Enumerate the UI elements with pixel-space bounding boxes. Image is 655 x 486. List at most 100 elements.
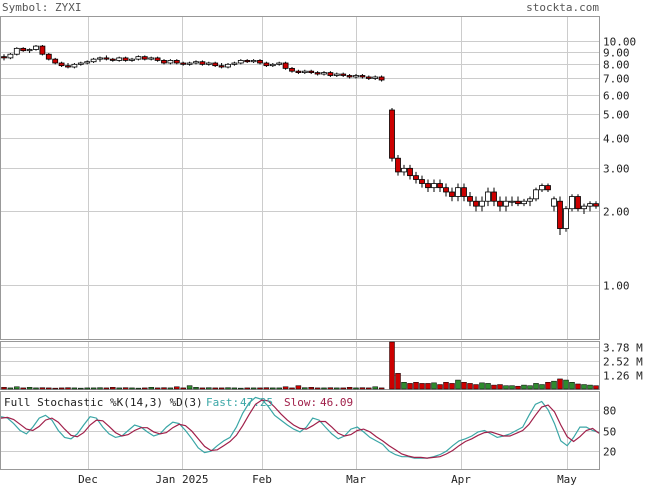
volume-bar [289, 387, 295, 390]
volume-bar [161, 387, 167, 390]
volume-bar [180, 387, 186, 390]
volume-bar [110, 387, 116, 390]
volume-bar [455, 379, 461, 390]
stochastic-lines [0, 396, 600, 459]
candle-body [509, 200, 515, 203]
candle-body [515, 200, 521, 205]
candle-body [289, 67, 295, 72]
volume-bar [302, 387, 308, 390]
candle-body [1, 56, 7, 59]
candle-body [333, 73, 340, 76]
candle-body [263, 62, 270, 67]
candle-body [26, 49, 33, 52]
candle-body [109, 58, 116, 61]
candle-body [378, 76, 385, 81]
volume-bar [206, 387, 212, 390]
volume-bar [14, 386, 20, 390]
volume-bar [413, 382, 419, 390]
volume-bar [231, 387, 238, 390]
volume-bar [193, 387, 199, 390]
candle-body [419, 179, 425, 184]
month-tick-label: May [557, 473, 577, 486]
volume-bar [65, 387, 71, 390]
volume-bar [263, 387, 270, 390]
candle-body [491, 191, 497, 202]
candle-body [33, 45, 39, 50]
candle-body [129, 58, 135, 61]
volume-bar [557, 378, 563, 390]
volume-bar [563, 379, 569, 390]
candle-body [231, 62, 238, 65]
volume-bar [539, 384, 545, 390]
volume-bar [340, 387, 346, 390]
candle-body [225, 63, 231, 68]
volume-bar [238, 387, 244, 390]
candle-body [84, 61, 91, 64]
volume-bar [257, 387, 263, 390]
volume-bar [425, 383, 431, 390]
candle-body [539, 185, 545, 191]
volume-bar [401, 382, 407, 390]
candle-body [437, 183, 443, 189]
candle-body [301, 70, 308, 73]
candle-body [327, 72, 334, 76]
volume-bar [142, 387, 148, 390]
candle-body [533, 189, 539, 200]
candle-body [575, 196, 581, 210]
volume-bar [473, 384, 479, 390]
volume-bar [212, 387, 218, 390]
candle-body [218, 65, 225, 68]
volume-bar [46, 387, 52, 390]
volume-bar [7, 387, 14, 390]
volume-bar [378, 387, 385, 390]
volume-bar [33, 387, 39, 390]
volume-bar [389, 341, 395, 390]
symbol-label: Symbol: ZYXI [2, 1, 81, 14]
volume-bar [479, 382, 485, 390]
candle-body [425, 183, 431, 189]
candle-body [359, 75, 366, 78]
volume-bar [515, 385, 521, 390]
price-tick-label: 10.00 [603, 36, 636, 49]
price-tick-label: 1.00 [603, 280, 630, 293]
volume-bar [521, 384, 527, 390]
volume-bar [295, 385, 302, 390]
candle-body [443, 187, 449, 193]
candle-body [52, 58, 59, 64]
volume-bar [276, 387, 282, 390]
slow-label: Slow: [284, 396, 317, 409]
candle-body [244, 60, 251, 63]
candle-body [314, 72, 321, 75]
volume-bar [58, 387, 65, 390]
candle-body [353, 75, 359, 78]
candle-body [431, 183, 437, 189]
candle-body [581, 205, 587, 210]
volume-bar [407, 383, 413, 390]
volume-bar [366, 387, 372, 390]
month-tick-label: Feb [252, 473, 272, 486]
volume-tick-label: 1.26 M [603, 370, 643, 383]
candle-body [545, 185, 551, 191]
volume-bar [308, 387, 314, 390]
volume-bar [122, 387, 129, 390]
fast-value: 47.25 [240, 396, 273, 409]
candle-body [199, 61, 206, 65]
volume-bar [167, 387, 174, 390]
axis-labels: 10.009.008.007.00 6.00 5.00 4.00 3.00 2.00 1.0… [78, 36, 643, 486]
volume-bar [39, 387, 46, 390]
candle-body [7, 53, 14, 59]
volume-bar [26, 387, 33, 390]
volume-bar [52, 387, 58, 390]
volume-bar [527, 385, 533, 390]
candle-body [557, 200, 563, 229]
volume-bar [135, 387, 142, 390]
candle-body [473, 200, 479, 207]
candle-body [148, 57, 155, 60]
candle-body [39, 45, 46, 55]
volume-bar [581, 384, 587, 390]
candle-body [212, 62, 219, 67]
volume-bar [587, 384, 593, 390]
volume-bar [270, 387, 276, 390]
volume-bar [97, 387, 103, 390]
volume-bar [154, 387, 161, 390]
